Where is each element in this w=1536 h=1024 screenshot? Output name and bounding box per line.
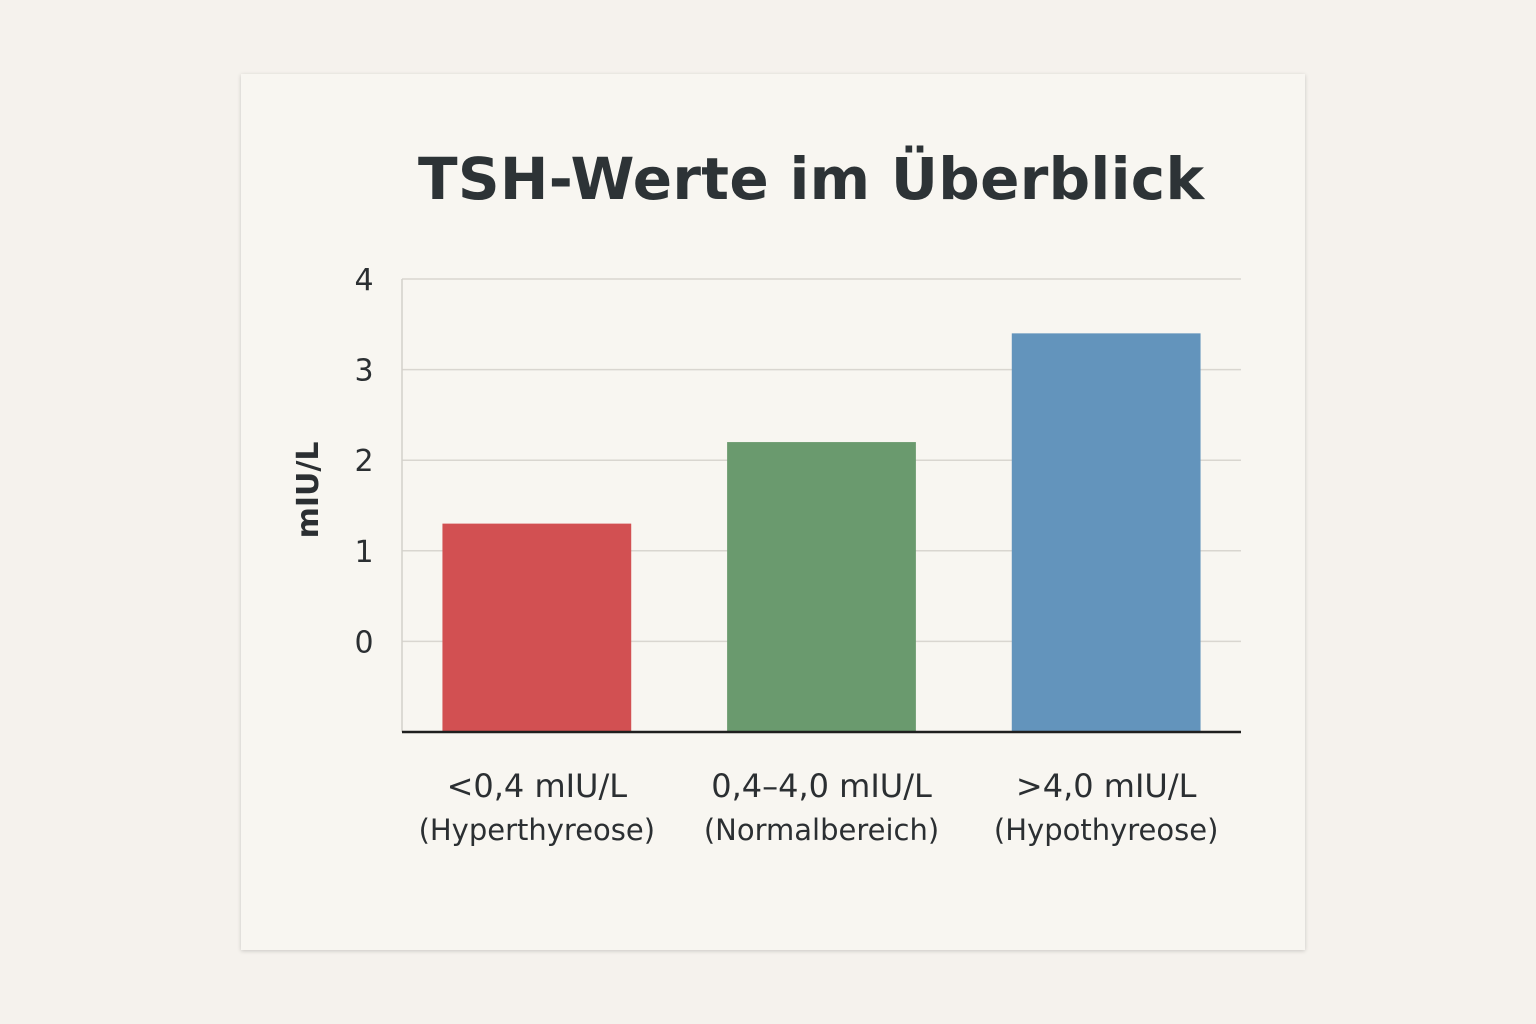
chart-title: TSH-Werte im Überblick (418, 145, 1205, 213)
bar (1011, 333, 1201, 732)
bar (442, 523, 632, 732)
y-tick-label: 3 (354, 354, 373, 389)
category-sublabel: (Hypothyreose) (994, 813, 1218, 847)
bars (442, 333, 1201, 732)
y-tick-label: 4 (354, 263, 373, 298)
category-label: >4,0 mIU/L (1016, 767, 1197, 805)
axes (401, 279, 1241, 734)
y-axis-title: mIU/L (291, 442, 326, 539)
category-label: 0,4–4,0 mIU/L (711, 767, 932, 805)
y-tick-label: 2 (354, 444, 373, 479)
category-label: <0,4 mIU/L (447, 767, 628, 805)
category-sublabel: (Hyperthyreose) (419, 813, 656, 847)
y-tick-labels: 0 1 2 3 4 (354, 263, 373, 660)
bar (727, 442, 916, 732)
category-sublabel: (Normalbereich) (704, 813, 939, 847)
x-category-labels: <0,4 mIU/L (Hyperthyreose) 0,4–4,0 mIU/L (N… (419, 767, 1219, 847)
y-tick-label: 0 (354, 625, 373, 660)
y-tick-label: 1 (354, 535, 373, 570)
